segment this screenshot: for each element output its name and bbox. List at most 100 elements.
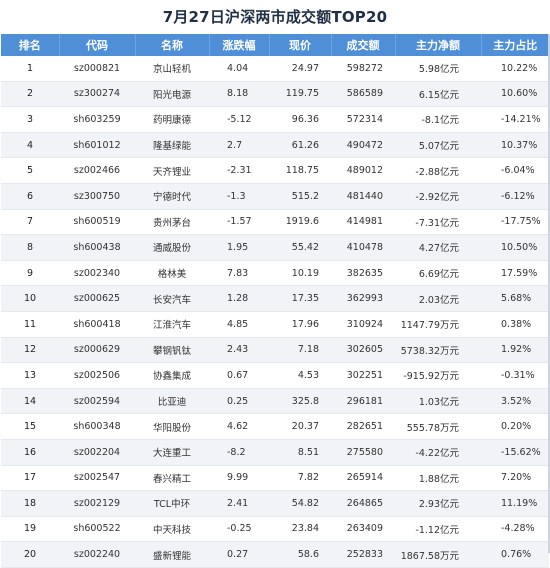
- cell-change: 0.25: [209, 388, 269, 415]
- cell-rank: 18: [1, 490, 59, 517]
- cell-change: 2.41: [209, 490, 269, 517]
- table-row: 17 sz002547 春兴精工 9.99 7.82 265914 1.88亿元 7.20%: [1, 465, 549, 492]
- cell-main-net: 4.27亿元: [395, 234, 481, 261]
- table-row: 9 sz002340 格林美 7.83 10.19 382635 6.69亿元 17.59%: [1, 260, 549, 287]
- cell-main-ratio: -0.31%: [481, 362, 549, 389]
- cell-main-ratio: -14.21%: [481, 106, 549, 133]
- table-row: 2 sz300274 阳光电源 8.18 119.75 586589 6.15亿元 10.60…: [1, 81, 549, 108]
- cell-turnover: 586589: [331, 81, 395, 108]
- cell-turnover: 296181: [331, 388, 395, 415]
- cell-main-ratio: 7.20%: [481, 465, 549, 492]
- cell-name: 春兴精工: [135, 465, 209, 492]
- cell-code: sz002506: [59, 362, 135, 389]
- cell-price: 8.51: [269, 439, 331, 466]
- header-change: 涨跌幅: [209, 34, 270, 56]
- right-border: [548, 34, 550, 553]
- cell-price: 118.75: [269, 157, 331, 184]
- cell-main-net: 5.98亿元: [395, 56, 481, 82]
- ranking-page: 7月27日沪深两市成交额TOP20 排名 代码 名称 涨跌幅 现价 成交额 主力…: [1, 8, 550, 568]
- header-main-net: 主力净额: [395, 34, 482, 56]
- cell-main-ratio: 10.60%: [481, 81, 549, 108]
- cell-code: sh600519: [59, 209, 135, 236]
- cell-main-ratio: 11.19%: [481, 490, 549, 517]
- cell-main-ratio: 0.20%: [481, 413, 549, 440]
- table-row: 15 sh600348 华阳股份 4.62 20.37 282651 555.78万元 0.2…: [1, 413, 549, 440]
- cell-change: -2.31: [209, 157, 269, 184]
- cell-turnover: 310924: [331, 311, 395, 338]
- cell-main-ratio: 0.76%: [481, 541, 549, 568]
- cell-main-net: -4.22亿元: [395, 439, 481, 466]
- cell-change: 4.85: [209, 311, 269, 338]
- cell-main-ratio: -4.28%: [481, 516, 549, 543]
- table-row: 20 sz002240 盛新锂能 0.27 58.6 252833 1867.58万元 0.7…: [1, 541, 549, 568]
- cell-rank: 4: [1, 132, 59, 159]
- table-row: 11 sh600418 江淮汽车 4.85 17.96 310924 1147.79万元 0.…: [1, 311, 549, 338]
- cell-main-ratio: 0.38%: [481, 311, 549, 338]
- cell-code: sh603259: [59, 106, 135, 133]
- cell-code: sz300750: [59, 183, 135, 210]
- cell-turnover: 265914: [331, 465, 395, 492]
- header-main-ratio: 主力占比: [481, 34, 549, 56]
- cell-price: 55.42: [269, 234, 331, 261]
- cell-change: 4.04: [209, 56, 269, 82]
- cell-rank: 3: [1, 106, 59, 133]
- cell-code: sz000625: [59, 285, 135, 312]
- cell-name: 华阳股份: [135, 413, 209, 440]
- cell-change: -8.2: [209, 439, 269, 466]
- cell-rank: 5: [1, 157, 59, 184]
- cell-code: sz002594: [59, 388, 135, 415]
- cell-code: sz002466: [59, 157, 135, 184]
- cell-change: 2.43: [209, 337, 269, 364]
- header-row: 排名 代码 名称 涨跌幅 现价 成交额 主力净额 主力占比: [1, 34, 549, 56]
- cell-code: sz002240: [59, 541, 135, 568]
- cell-main-net: -1.12亿元: [395, 516, 481, 543]
- cell-change: 0.67: [209, 362, 269, 389]
- cell-main-net: 5.07亿元: [395, 132, 481, 159]
- cell-price: 7.18: [269, 337, 331, 364]
- cell-rank: 10: [1, 285, 59, 312]
- cell-main-net: 555.78万元: [395, 413, 481, 440]
- cell-code: sz002204: [59, 439, 135, 466]
- cell-name: 长安汽车: [135, 285, 209, 312]
- cell-name: 阳光电源: [135, 81, 209, 108]
- cell-change: 9.99: [209, 465, 269, 492]
- cell-rank: 1: [1, 56, 59, 82]
- table-row: 8 sh600438 通威股份 1.95 55.42 410478 4.27亿元 10.50%: [1, 234, 549, 261]
- cell-rank: 7: [1, 209, 59, 236]
- page-title: 7月27日沪深两市成交额TOP20: [162, 8, 388, 26]
- cell-main-ratio: 1.92%: [481, 337, 549, 364]
- cell-name: 天齐锂业: [135, 157, 209, 184]
- table-row: 5 sz002466 天齐锂业 -2.31 118.75 489012 -2.88亿元 -6.…: [1, 157, 549, 184]
- cell-turnover: 489012: [331, 157, 395, 184]
- table-row: 6 sz300750 宁德时代 -1.3 515.2 481440 -2.92亿元 -6.12…: [1, 183, 549, 210]
- cell-turnover: 414981: [331, 209, 395, 236]
- cell-rank: 17: [1, 465, 59, 492]
- cell-name: 贵州茅台: [135, 209, 209, 236]
- cell-code: sz002129: [59, 490, 135, 517]
- cell-name: 江淮汽车: [135, 311, 209, 338]
- cell-price: 325.8: [269, 388, 331, 415]
- cell-main-net: -915.92万元: [395, 362, 481, 389]
- cell-turnover: 572314: [331, 106, 395, 133]
- cell-code: sz000629: [59, 337, 135, 364]
- cell-code: sh600438: [59, 234, 135, 261]
- cell-price: 20.37: [269, 413, 331, 440]
- cell-price: 10.19: [269, 260, 331, 287]
- cell-name: 通威股份: [135, 234, 209, 261]
- cell-code: sz000821: [59, 56, 135, 82]
- cell-main-ratio: -6.04%: [481, 157, 549, 184]
- cell-name: 隆基绿能: [135, 132, 209, 159]
- cell-rank: 6: [1, 183, 59, 210]
- cell-turnover: 302251: [331, 362, 395, 389]
- cell-main-ratio: -15.62%: [481, 439, 549, 466]
- cell-turnover: 275580: [331, 439, 395, 466]
- cell-change: -5.12: [209, 106, 269, 133]
- cell-rank: 11: [1, 311, 59, 338]
- cell-price: 58.6: [269, 541, 331, 568]
- cell-name: 京山轻机: [135, 56, 209, 82]
- header-code: 代码: [59, 34, 136, 56]
- table-row: 18 sz002129 TCL中环 2.41 54.82 264865 2.93亿元 11.1…: [1, 490, 549, 517]
- cell-main-net: -2.88亿元: [395, 157, 481, 184]
- cell-main-ratio: 3.52%: [481, 388, 549, 415]
- cell-name: 中天科技: [135, 516, 209, 543]
